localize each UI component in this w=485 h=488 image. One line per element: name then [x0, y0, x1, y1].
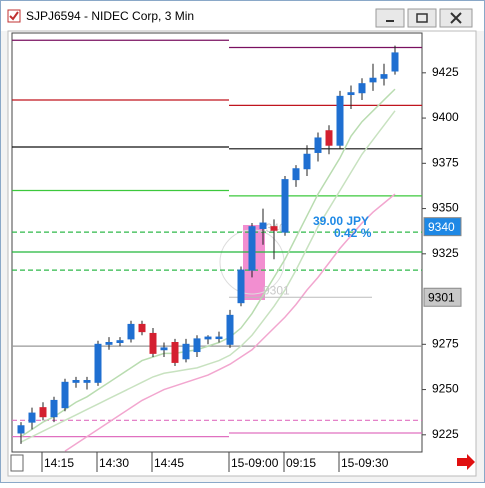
candle-body [171, 341, 179, 363]
candle-body [17, 425, 25, 434]
annotation: 0.42 % [334, 226, 372, 240]
candle-body [105, 341, 113, 345]
x-tick-label: 15-09:00 [231, 456, 279, 470]
candle-body [215, 336, 223, 340]
scroll-box[interactable] [10, 454, 24, 472]
candle-body [237, 269, 245, 304]
candle-body [347, 92, 355, 96]
x-tick-label: 14:15 [44, 456, 74, 470]
candle-body [380, 74, 388, 79]
candle-body [226, 314, 234, 345]
price-mark-label: 9301 [263, 283, 290, 297]
candle-body [149, 332, 157, 354]
candle-body [83, 380, 91, 383]
indicator-line [64, 193, 396, 452]
maximize-button[interactable] [407, 8, 437, 28]
candle-body [39, 407, 47, 418]
candle-body [259, 222, 267, 229]
candle-body [138, 323, 146, 333]
indicator-line [20, 110, 396, 443]
annotation: 39.00 JPY [313, 214, 369, 228]
indicator-line [20, 88, 396, 438]
scroll-arrow[interactable] [457, 454, 475, 470]
x-tick-label: 14:45 [154, 456, 184, 470]
window-title: SJPJ6594 - NIDEC Corp, 3 Min [26, 9, 194, 23]
y-tick-label: 9375 [432, 155, 459, 169]
candle-body [325, 130, 333, 146]
minimize-button[interactable] [375, 8, 405, 28]
y-tick-label: 9350 [432, 201, 459, 215]
candle-body [61, 381, 69, 409]
x-tick-label: 15-09:30 [341, 456, 389, 470]
candle-body [94, 343, 102, 383]
candle-body [127, 323, 135, 340]
candle-body [182, 343, 190, 360]
candle-body [303, 153, 311, 170]
candle-body [391, 52, 399, 72]
x-tick-label: 09:15 [286, 456, 316, 470]
y-tick-label: 9325 [432, 246, 459, 260]
candle-body [72, 380, 80, 383]
y-tick-label: 9250 [432, 382, 459, 396]
candle-body [116, 340, 124, 343]
price-box [423, 287, 462, 307]
plot-area [11, 32, 423, 453]
y-tick-label: 9425 [432, 65, 459, 79]
close-icon [450, 12, 462, 24]
candle-body [204, 336, 212, 340]
candle-body [281, 179, 289, 233]
price-box-label: 9301 [428, 290, 455, 304]
candle-body [358, 83, 366, 94]
y-tick-label: 9400 [432, 110, 459, 124]
candle-body [292, 168, 300, 181]
candle-body [369, 77, 377, 83]
candle-body [193, 338, 201, 353]
app-icon-check [9, 11, 19, 21]
candle-body [160, 347, 168, 351]
maximize-icon [416, 13, 428, 23]
x-tick-label: 14:30 [99, 456, 129, 470]
candle-body [28, 412, 36, 423]
candle-body [248, 226, 256, 271]
candle-body [50, 399, 58, 418]
candle-body [314, 137, 322, 153]
candle-body [336, 95, 344, 146]
y-tick-label: 9225 [432, 427, 459, 441]
price-box [423, 217, 462, 237]
price-box-label: 9340 [428, 220, 455, 234]
candle-body [270, 226, 278, 231]
y-tick-label: 9275 [432, 336, 459, 350]
